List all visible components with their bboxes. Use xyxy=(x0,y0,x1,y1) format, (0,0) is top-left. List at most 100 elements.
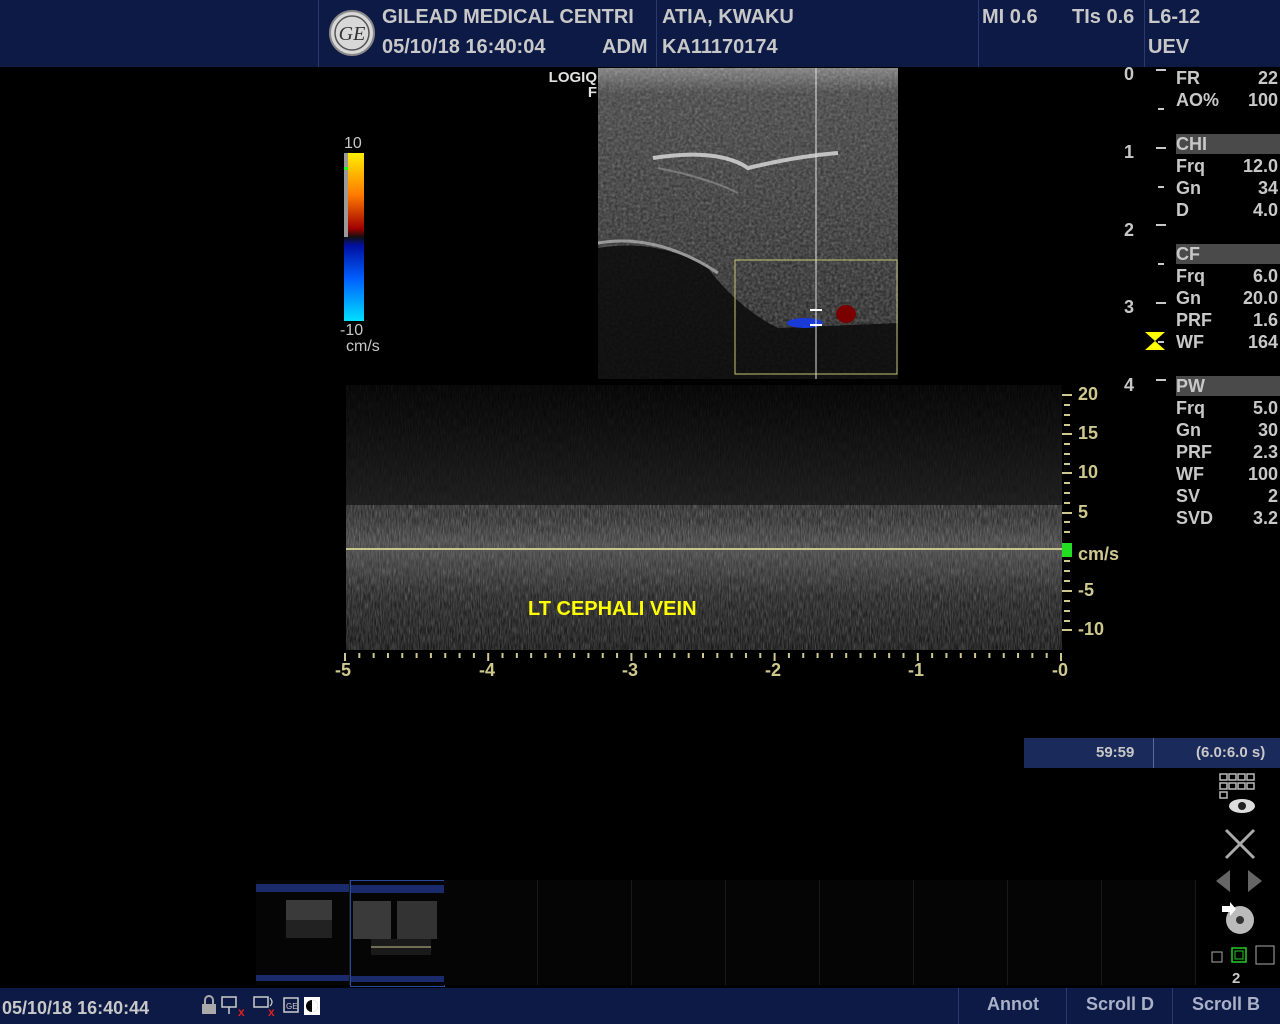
save-to-disc-icon[interactable] xyxy=(1220,900,1256,936)
header-divider xyxy=(1144,0,1145,67)
header-divider xyxy=(978,0,979,67)
param-fr: FR 22 xyxy=(1176,68,1280,90)
param-key: PRF xyxy=(1176,442,1212,462)
bmode-image[interactable] xyxy=(597,68,898,379)
param-cf-gn: Gn 20.0 xyxy=(1176,288,1280,310)
thumbnail-slot[interactable] xyxy=(538,880,632,985)
depth-label: 4 xyxy=(1124,375,1135,395)
patient-name: ATIA, KWAKU xyxy=(662,6,794,28)
current-datetime: 05/10/18 16:40:44 xyxy=(2,998,150,1018)
depth-scale xyxy=(1156,68,1166,388)
cf-section-title: CF xyxy=(1176,244,1280,264)
system-label-line2: F xyxy=(587,84,597,101)
thumbnail-2[interactable] xyxy=(350,880,445,987)
param-cf-prf: PRF 1.6 xyxy=(1176,310,1280,332)
thumbnail-slot[interactable] xyxy=(632,880,726,985)
velocity-label: 10 xyxy=(1078,462,1099,482)
thumbnail-slot[interactable] xyxy=(820,880,914,985)
param-key: Frq xyxy=(1176,398,1205,418)
time-label: -2 xyxy=(765,660,782,680)
network-icon: x xyxy=(221,996,245,1019)
next-arrow-icon[interactable] xyxy=(1244,868,1266,894)
thumbnail-slot[interactable] xyxy=(1102,880,1196,985)
velocity-label: 20 xyxy=(1078,384,1099,404)
param-pw-svd: SVD 3.2 xyxy=(1176,508,1280,530)
focal-zone-icon[interactable] xyxy=(1145,332,1165,350)
param-key: Gn xyxy=(1176,420,1201,440)
header-bar xyxy=(0,0,1280,67)
display-contrast-icon xyxy=(304,997,320,1015)
thermal-index: TIs 0.6 xyxy=(1072,6,1135,28)
param-value: 6.0 xyxy=(1252,266,1278,286)
header-divider xyxy=(656,0,657,67)
svg-text:GE: GE xyxy=(286,1002,298,1011)
time-label: -4 xyxy=(479,660,496,680)
image-review-icon[interactable] xyxy=(1218,772,1258,816)
cine-divider xyxy=(1153,738,1154,768)
velocity-label: -10 xyxy=(1078,619,1105,639)
doppler-spectrum[interactable] xyxy=(346,385,1062,650)
lock-icon xyxy=(202,995,216,1014)
svg-text:GE: GE xyxy=(339,23,366,45)
velocity-label: 15 xyxy=(1078,423,1099,443)
system-label-line1: LOGIQ xyxy=(548,69,597,86)
time-label: -1 xyxy=(908,660,925,680)
header-divider xyxy=(318,0,319,67)
param-value: 12.0 xyxy=(1242,156,1278,176)
layout-selector[interactable] xyxy=(1210,944,1278,966)
page-number: 2 xyxy=(1232,970,1241,987)
param-key: D xyxy=(1176,200,1189,220)
param-key: Frq xyxy=(1176,266,1205,286)
previous-arrow-icon[interactable] xyxy=(1212,868,1234,894)
system-status-icons: x x GE xyxy=(200,994,326,1019)
velocity-unit: cm/s xyxy=(1078,544,1120,564)
ge-logo-icon: GE xyxy=(328,9,376,57)
preset-name: UEV xyxy=(1148,36,1190,58)
scroll-b-button[interactable]: Scroll B xyxy=(1191,994,1261,1014)
param-value: 34 xyxy=(1257,178,1278,198)
param-chi-gn: Gn 34 xyxy=(1176,178,1280,200)
param-key: Gn xyxy=(1176,288,1201,308)
param-pw-wf: WF 100 xyxy=(1176,464,1280,486)
depth-label: 3 xyxy=(1124,297,1135,317)
patient-id: KA11170174 xyxy=(662,36,778,58)
vessel-annotation[interactable]: LT CEPHALI VEIN xyxy=(528,598,697,620)
color-bar-min: -10 xyxy=(340,322,364,339)
param-value: 1.6 xyxy=(1252,310,1278,330)
cine-bar[interactable] xyxy=(1024,738,1280,768)
param-key: FR xyxy=(1176,68,1200,88)
param-ao: AO% 100 xyxy=(1176,90,1280,112)
param-key: AO% xyxy=(1176,90,1220,110)
param-value: 4.0 xyxy=(1252,200,1278,220)
wireless-icon: x xyxy=(253,996,275,1019)
color-bar-max: 10 xyxy=(344,135,362,152)
param-key: Frq xyxy=(1176,156,1205,176)
param-value: 22 xyxy=(1257,68,1278,88)
color-velocity-bar xyxy=(344,153,364,321)
color-bar-unit: cm/s xyxy=(346,338,380,355)
depth-label: 0 xyxy=(1124,64,1135,84)
annot-button[interactable]: Annot xyxy=(987,994,1039,1014)
param-key: SVD xyxy=(1176,508,1214,528)
thumbnail-slot[interactable] xyxy=(726,880,820,985)
status-divider xyxy=(1172,988,1173,1024)
svg-text:x: x xyxy=(238,1005,245,1018)
scroll-d-button[interactable]: Scroll D xyxy=(1085,994,1155,1014)
param-value: 2.3 xyxy=(1252,442,1278,462)
thumbnail-slot[interactable] xyxy=(1008,880,1102,985)
param-value: 3.2 xyxy=(1252,508,1278,528)
thumbnail-slot[interactable] xyxy=(914,880,1008,985)
hospital-name: GILEAD MEDICAL CENTRI xyxy=(382,6,634,28)
delete-icon[interactable] xyxy=(1222,826,1258,862)
param-key: PRF xyxy=(1176,310,1212,330)
param-cf-frq: Frq 6.0 xyxy=(1176,266,1280,288)
param-chi-d: D 4.0 xyxy=(1176,200,1280,222)
param-value: 164 xyxy=(1247,332,1278,352)
thumbnail-1[interactable] xyxy=(256,880,350,985)
param-value: 5.0 xyxy=(1252,398,1278,418)
cine-time: 59:59 xyxy=(1096,744,1135,761)
time-scale xyxy=(344,648,1064,661)
chi-section-title: CHI xyxy=(1176,134,1280,154)
pw-section-title: PW xyxy=(1176,376,1280,396)
thumbnail-slot[interactable] xyxy=(444,880,538,985)
